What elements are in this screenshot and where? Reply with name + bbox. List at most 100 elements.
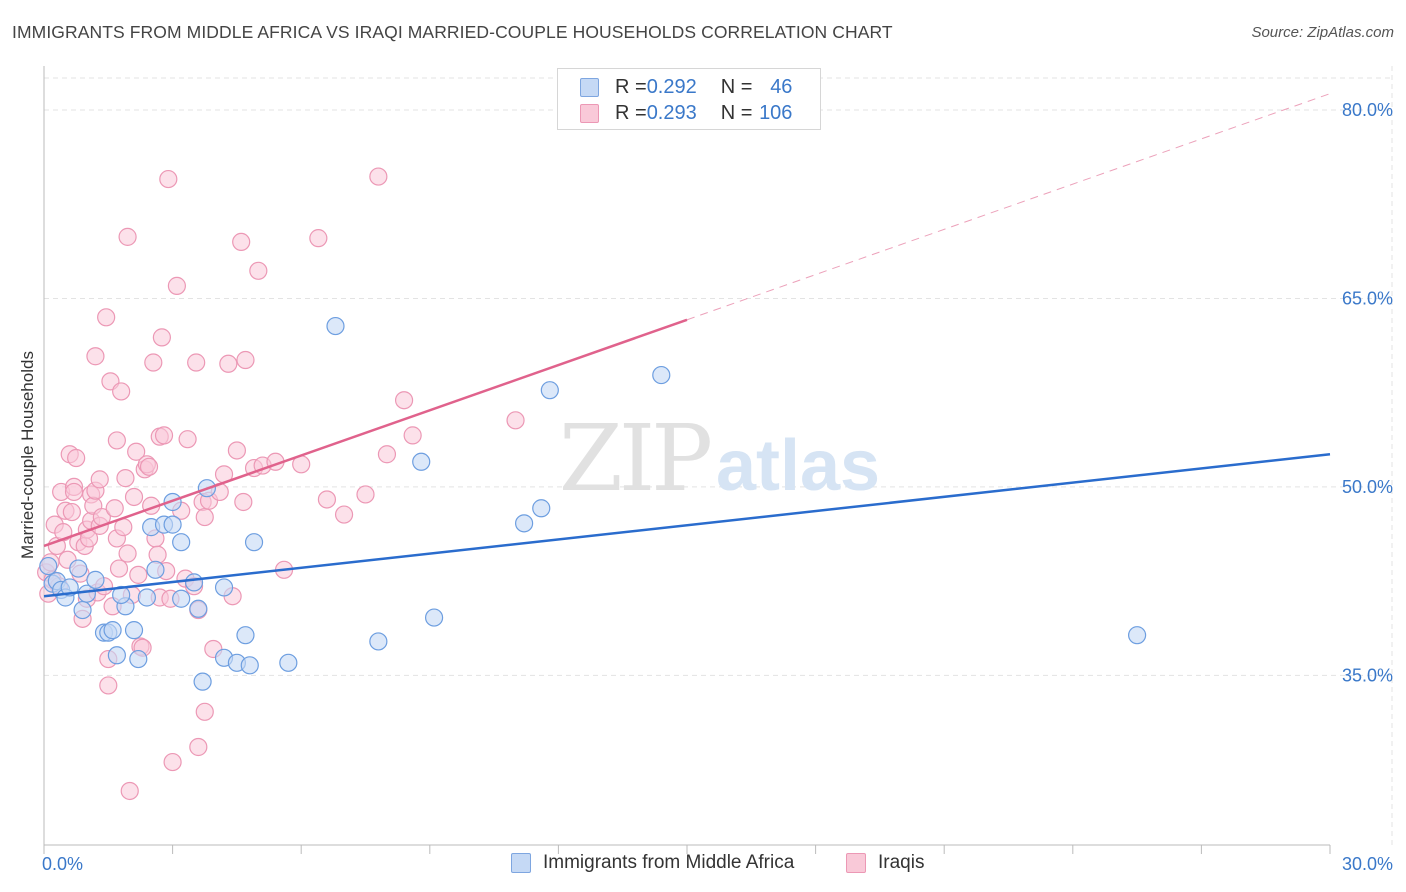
iraqis-point [249, 261, 268, 280]
legend-pink-swatch [846, 853, 866, 873]
middle-africa-point [652, 365, 671, 385]
iraqis-point [62, 502, 81, 522]
middle-africa-point [193, 672, 212, 691]
legend-item-iraqis[interactable]: Iraqis [846, 852, 924, 874]
iraqis-point [99, 676, 118, 695]
stats-box: R = 0.292 N = 46 R = 0.293 N = 106 [557, 68, 821, 130]
n-label: N = [720, 101, 753, 124]
iraqis-point [309, 229, 328, 248]
iraqis-point [334, 505, 354, 524]
middle-africa-point [77, 584, 96, 603]
middle-africa-point [279, 653, 298, 672]
iraqis-point [163, 752, 182, 772]
iraqis-point [356, 485, 375, 504]
blue-swatch [580, 77, 599, 97]
iraqis-point [506, 411, 525, 430]
middle-africa-point [129, 649, 148, 669]
iraqis-point [109, 559, 129, 578]
iraqis-point [97, 308, 116, 327]
iraqis-point [317, 490, 337, 509]
r-value: 0.292 [646, 75, 697, 98]
middle-africa-point [412, 452, 431, 471]
n-value: 46 [770, 75, 793, 98]
pink-swatch [580, 103, 599, 123]
stats-row-middle-africa: R = 0.292 N = 46 [558, 74, 792, 100]
middle-africa-point [424, 608, 444, 627]
middle-africa-point [69, 559, 88, 578]
iraqis-point [107, 431, 126, 450]
iraqis-point [118, 227, 137, 246]
middle-africa-point [189, 599, 208, 618]
middle-africa-point [146, 560, 165, 579]
iraqis-point [118, 544, 137, 563]
middle-africa-point [515, 514, 534, 533]
y-tick-label: 80.0% [1342, 100, 1393, 120]
source-credit: Source: ZipAtlas.com [1251, 24, 1394, 41]
legend-item-middle-africa[interactable]: Immigrants from Middle Africa [511, 852, 794, 874]
chart-title: IMMIGRANTS FROM MIDDLE AFRICA VS IRAQI M… [12, 22, 893, 42]
iraqis-trend-line [43, 318, 688, 548]
middle-africa-point [236, 626, 255, 645]
r-value: 0.293 [646, 101, 697, 124]
middle-africa-point [137, 588, 156, 607]
middle-africa-point [532, 499, 551, 518]
iraqis-point [139, 457, 159, 476]
tick-labels: 35.0% 50.0% 65.0% 80.0% 0.0% 30.0% [42, 100, 1393, 874]
iraqis-point [127, 442, 146, 461]
watermark: ZIP atlas [559, 405, 880, 512]
middle-africa-point [172, 533, 191, 552]
iraqis-point [394, 391, 414, 410]
iraqis-point [195, 702, 214, 721]
middle-africa-point [184, 573, 204, 592]
iraqis-point [105, 499, 124, 518]
iraqis-point [377, 445, 397, 464]
iraqis-point [148, 545, 167, 564]
middle-africa-point [214, 578, 234, 597]
middle-africa-point [124, 621, 144, 640]
iraqis-point [159, 169, 178, 189]
y-tick-label: 65.0% [1342, 288, 1393, 308]
middle-africa-point [244, 533, 264, 552]
middle-africa-point [1127, 626, 1147, 645]
iraqis-point [178, 430, 197, 449]
y-tick-label: 50.0% [1342, 477, 1393, 497]
middle-africa-trend-line [43, 453, 1331, 598]
r-label: R = [615, 75, 647, 98]
iraqis-point [116, 469, 135, 488]
iraqis-point [154, 426, 174, 445]
watermark-atlas: atlas [716, 426, 880, 506]
iraqis-point [234, 492, 253, 512]
middle-africa-point [369, 632, 388, 651]
iraqis-point [86, 347, 105, 366]
middle-africa-point [540, 381, 559, 400]
iraqis-point [167, 276, 186, 295]
iraqis-point [236, 350, 255, 370]
legend-label: Immigrants from Middle Africa [543, 852, 795, 873]
iraqis-point [144, 353, 163, 372]
n-value: 106 [759, 101, 793, 124]
legend-blue-swatch [511, 853, 531, 873]
iraqis-point [187, 353, 206, 372]
middle-africa-point [240, 656, 259, 675]
x-tick-label: 30.0% [1342, 854, 1393, 874]
watermark-zip: ZIP [559, 405, 710, 512]
legend: Immigrants from Middle Africa Iraqis [0, 852, 1406, 876]
iraqis-point [112, 382, 131, 401]
middle-africa-point [73, 600, 92, 620]
y-tick-label: 35.0% [1342, 665, 1393, 685]
r-label: R = [615, 101, 647, 124]
iraqis-point [129, 565, 148, 584]
iraqis-point [124, 487, 144, 507]
middle-africa-point [172, 589, 191, 608]
middle-africa-points [39, 316, 1147, 691]
iraqis-point [152, 328, 171, 347]
iraqis-trend-line-extension [686, 93, 1331, 321]
middle-africa-point [103, 621, 122, 640]
iraqis-point [219, 354, 238, 373]
iraqis-point [227, 441, 246, 460]
iraqis-point [189, 737, 208, 757]
axes [43, 66, 1331, 854]
middle-africa-point [39, 556, 58, 576]
iraqis-point [195, 507, 214, 527]
